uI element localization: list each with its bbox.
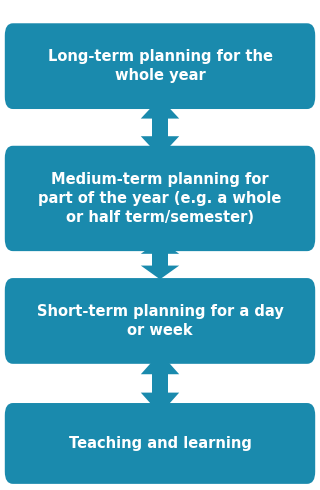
FancyBboxPatch shape — [5, 278, 315, 364]
FancyBboxPatch shape — [5, 146, 315, 251]
Text: Teaching and learning: Teaching and learning — [68, 436, 252, 451]
Text: Medium-term planning for
part of the year (e.g. a whole
or half term/semester): Medium-term planning for part of the yea… — [38, 172, 282, 224]
Text: Short-term planning for a day
or week: Short-term planning for a day or week — [36, 304, 284, 338]
Polygon shape — [141, 353, 179, 414]
Polygon shape — [141, 98, 179, 157]
FancyBboxPatch shape — [5, 403, 315, 484]
FancyBboxPatch shape — [5, 24, 315, 109]
Text: Long-term planning for the
whole year: Long-term planning for the whole year — [47, 49, 273, 83]
Polygon shape — [141, 240, 179, 279]
